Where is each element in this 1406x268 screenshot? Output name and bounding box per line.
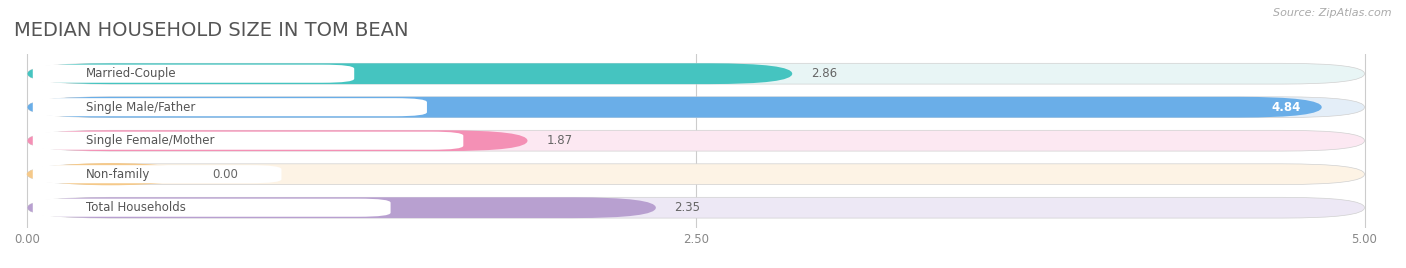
Text: Source: ZipAtlas.com: Source: ZipAtlas.com: [1274, 8, 1392, 18]
Text: 2.86: 2.86: [811, 67, 837, 80]
FancyBboxPatch shape: [32, 65, 354, 83]
Text: Total Households: Total Households: [86, 201, 186, 214]
FancyBboxPatch shape: [28, 63, 792, 84]
FancyBboxPatch shape: [28, 97, 1322, 118]
FancyBboxPatch shape: [28, 130, 527, 151]
Text: MEDIAN HOUSEHOLD SIZE IN TOM BEAN: MEDIAN HOUSEHOLD SIZE IN TOM BEAN: [14, 21, 409, 40]
FancyBboxPatch shape: [28, 197, 1364, 218]
Text: 1.87: 1.87: [546, 134, 572, 147]
Text: Single Female/Mother: Single Female/Mother: [86, 134, 215, 147]
Text: 4.84: 4.84: [1271, 101, 1301, 114]
FancyBboxPatch shape: [32, 199, 391, 217]
FancyBboxPatch shape: [28, 164, 1364, 185]
Text: 0.00: 0.00: [212, 168, 238, 181]
Circle shape: [28, 164, 193, 185]
Text: 2.35: 2.35: [675, 201, 700, 214]
FancyBboxPatch shape: [28, 63, 1364, 84]
Text: Single Male/Father: Single Male/Father: [86, 101, 195, 114]
FancyBboxPatch shape: [32, 132, 464, 150]
FancyBboxPatch shape: [28, 197, 655, 218]
FancyBboxPatch shape: [32, 165, 281, 183]
FancyBboxPatch shape: [28, 97, 1364, 118]
FancyBboxPatch shape: [32, 98, 427, 116]
FancyBboxPatch shape: [28, 130, 1364, 151]
Text: Married-Couple: Married-Couple: [86, 67, 177, 80]
Text: Non-family: Non-family: [86, 168, 150, 181]
